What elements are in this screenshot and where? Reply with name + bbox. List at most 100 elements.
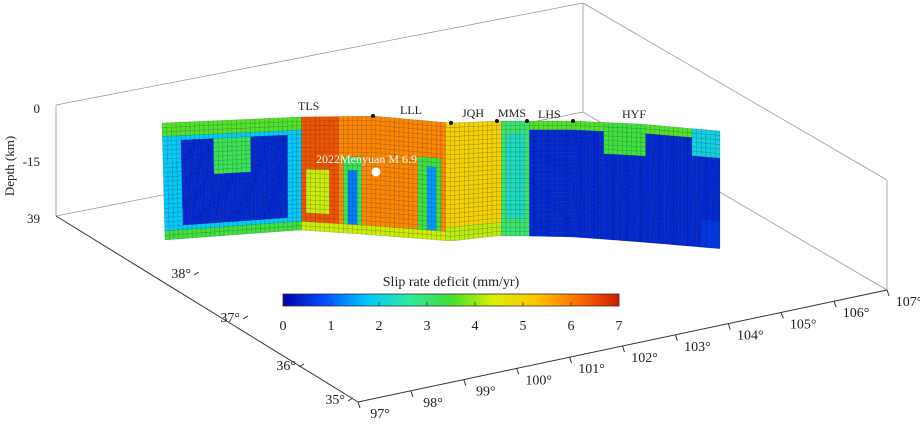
fault-patch xyxy=(440,167,446,173)
fault-patch xyxy=(398,168,404,174)
fault-patch xyxy=(473,130,479,136)
fault-patch xyxy=(436,148,442,155)
fault-patch xyxy=(426,143,432,149)
fault-patch xyxy=(468,220,474,226)
fault-patch xyxy=(191,188,197,194)
fault-patch xyxy=(608,194,614,200)
fault-patch xyxy=(162,131,168,137)
fault-patch xyxy=(408,182,414,189)
fault-patch xyxy=(173,207,179,213)
fault-patch xyxy=(380,185,386,191)
fault-patch xyxy=(177,193,183,199)
fault-patch xyxy=(180,130,186,136)
fault-patch xyxy=(710,238,716,244)
fault-patch xyxy=(496,156,502,161)
fault-patch xyxy=(296,199,302,205)
fault-patch xyxy=(580,148,586,154)
fault-patch xyxy=(305,208,311,214)
fault-patch xyxy=(459,230,465,236)
fault-patch xyxy=(715,211,721,218)
fault-patch xyxy=(454,226,460,232)
fault-patch xyxy=(668,212,674,218)
fault-patch xyxy=(269,179,275,185)
fault-patch xyxy=(338,125,344,131)
lon-tick xyxy=(674,334,678,341)
fault-patch xyxy=(482,152,488,158)
fault-patch xyxy=(240,119,246,125)
fault-patch xyxy=(622,159,628,165)
fault-patch xyxy=(557,120,563,126)
fault-patch xyxy=(310,116,316,122)
fault-patch xyxy=(366,143,372,149)
fault-patch xyxy=(282,121,288,127)
fault-patch xyxy=(561,134,567,139)
fault-patch xyxy=(422,147,428,153)
fault-patch xyxy=(473,220,479,226)
fault-patch xyxy=(278,204,284,210)
fault-patch xyxy=(333,214,339,220)
fault-patch xyxy=(305,169,311,174)
fault-patch xyxy=(259,175,265,181)
fault-patch xyxy=(538,205,544,210)
fault-patch xyxy=(608,203,614,209)
fault-patch xyxy=(664,144,670,150)
fault-patch xyxy=(269,170,275,176)
fault-patch xyxy=(185,157,191,163)
fault-patch xyxy=(654,229,660,235)
fault-patch xyxy=(199,129,205,135)
fault-patch xyxy=(231,141,237,147)
fault-patch xyxy=(501,165,507,170)
fault-patch xyxy=(454,172,460,178)
colorbar-tick-label: 6 xyxy=(568,319,575,334)
fault-patch xyxy=(487,156,493,162)
fault-patch xyxy=(352,165,358,171)
fault-patch xyxy=(612,217,618,223)
fault-patch xyxy=(194,143,200,149)
fault-patch xyxy=(496,160,502,166)
fault-patch xyxy=(310,217,316,223)
fault-patch xyxy=(626,163,632,170)
fault-patch xyxy=(543,134,549,139)
fault-patch xyxy=(445,145,451,151)
fault-patch xyxy=(282,126,288,131)
fault-patch xyxy=(237,185,242,191)
fault-patch xyxy=(640,228,646,234)
fault-patch xyxy=(287,178,293,184)
fault-patch xyxy=(580,192,586,198)
fault-patch xyxy=(547,134,553,139)
fault-patch xyxy=(626,227,632,233)
fault-patch xyxy=(305,116,311,122)
fault-patch xyxy=(357,125,363,130)
fault-patch xyxy=(566,169,572,175)
fault-patch xyxy=(431,189,437,195)
fault-patch xyxy=(250,171,256,177)
fault-patch xyxy=(538,169,544,175)
fault-patch xyxy=(636,141,642,147)
fault-patch xyxy=(436,235,442,241)
fault-patch xyxy=(529,129,535,135)
fault-patch xyxy=(645,147,651,153)
fault-patch xyxy=(324,169,330,175)
fault-patch xyxy=(310,173,316,179)
fault-patch xyxy=(696,201,702,207)
fault-patch xyxy=(389,204,395,210)
fault-patch xyxy=(329,169,335,175)
fault-patch xyxy=(315,191,321,197)
fault-patch xyxy=(473,175,479,181)
fault-patch xyxy=(305,199,311,205)
fault-patch xyxy=(412,119,418,125)
fault-patch xyxy=(333,138,339,144)
fault-patch xyxy=(691,164,697,170)
fault-patch xyxy=(561,196,567,202)
fault-patch xyxy=(515,204,521,210)
fault-patch xyxy=(273,157,279,163)
fault-patch xyxy=(269,201,275,207)
fault-patch xyxy=(223,199,229,205)
fault-patch xyxy=(237,220,243,226)
lon-tick-label: 98° xyxy=(423,396,443,411)
fault-patch xyxy=(208,138,214,144)
fault-patch xyxy=(273,174,279,180)
fault-patch xyxy=(310,208,316,214)
fault-patch xyxy=(205,196,211,202)
